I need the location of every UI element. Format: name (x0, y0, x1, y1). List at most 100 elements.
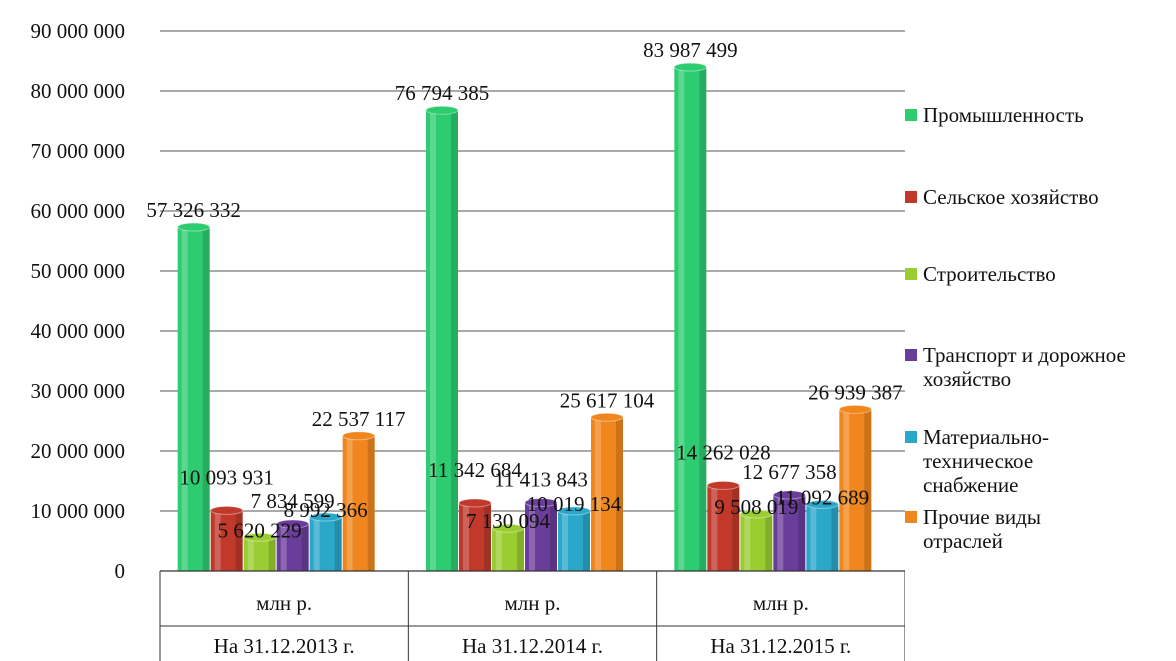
bar-top (243, 532, 277, 542)
bar-body (210, 510, 243, 571)
legend-item: Прочие виды отраслей (905, 505, 1073, 553)
y-tick-label: 0 (115, 559, 126, 583)
bar-highlight (562, 510, 568, 571)
bar (276, 519, 310, 571)
bar-shade (268, 537, 276, 571)
legend-item: Материально-техническое снабжение (905, 425, 1093, 497)
x-tick-unit-label: млн р. (753, 591, 809, 615)
data-label: 11 092 689 (775, 485, 869, 509)
data-label: 9 508 019 (714, 495, 798, 519)
legend-item: Строительство (905, 262, 1056, 286)
legend: Промышленность Сельское хозяйство Строител… (905, 0, 1175, 661)
bar-top (557, 506, 591, 516)
y-tick-label: 60 000 000 (31, 199, 126, 223)
x-tick-unit-label: млн р. (256, 591, 312, 615)
bar-body (243, 537, 276, 571)
legend-swatch (905, 191, 917, 203)
gridlines (160, 30, 905, 572)
bar-highlight (843, 409, 850, 571)
bar-body (806, 504, 839, 571)
data-label: 14 262 028 (676, 440, 771, 464)
bar-highlight (181, 227, 188, 572)
bars (177, 62, 872, 572)
bar-highlight (313, 517, 320, 571)
y-tick-label: 70 000 000 (31, 139, 126, 163)
data-label: 25 617 104 (560, 388, 655, 412)
y-tick-label: 10 000 000 (31, 499, 126, 523)
bar (210, 505, 244, 571)
data-label: 8 992 366 (284, 498, 368, 522)
bar-shade (367, 435, 375, 571)
bar-highlight (496, 528, 502, 571)
data-label: 12 677 358 (742, 460, 837, 484)
legend-swatch (905, 268, 917, 280)
bar-top (772, 490, 806, 500)
data-labels: 57 326 332 10 093 931 5 620 229 7 834 5998 … (146, 38, 902, 542)
bar-top (805, 499, 839, 509)
bar-body (558, 510, 590, 571)
x-tick-unit-label: млн р. (504, 591, 560, 615)
bar-body (309, 517, 342, 571)
bar-body (707, 485, 740, 571)
bar (491, 523, 525, 571)
bar (838, 404, 872, 571)
bar (739, 509, 773, 571)
bar-body (740, 513, 773, 571)
bar-top (342, 431, 376, 441)
x-tick-date-label: На 31.12.2013 г. (214, 634, 355, 658)
bar-top (590, 412, 624, 422)
bar (177, 222, 211, 572)
legend-label: Сельское хозяйство (923, 185, 1099, 209)
bar-body (525, 502, 557, 571)
bar (458, 498, 492, 571)
bar (342, 431, 376, 571)
bar-shade (583, 510, 590, 571)
bar-shade (699, 67, 707, 571)
bar-highlight (463, 502, 469, 571)
bar-shade (550, 502, 557, 571)
bar-body (839, 409, 872, 571)
bar-shade (765, 513, 773, 571)
data-label: 76 794 385 (395, 81, 490, 105)
legend-label: Строительство (923, 262, 1056, 286)
bar-body (426, 110, 458, 571)
bar-top (210, 505, 244, 515)
legend-swatch (905, 349, 917, 361)
bar-top (491, 523, 525, 533)
legend-label: Материально-техническое снабжение (923, 425, 1049, 497)
x-axis-table: млн р. На 31.12.2013 г. млн р. На 31.12.201… (159, 570, 905, 661)
bar-top (309, 512, 343, 522)
data-label: 26 939 387 (808, 380, 903, 404)
bar-shade (732, 485, 740, 571)
data-label: 10 093 931 (179, 465, 274, 489)
data-label: 83 987 499 (643, 38, 738, 62)
legend-swatch (905, 431, 917, 443)
data-label: 7 834 599 (251, 489, 335, 513)
bar-top (177, 222, 211, 232)
bar-highlight (346, 435, 353, 571)
y-tick-label: 50 000 000 (31, 259, 126, 283)
bar-highlight (430, 110, 436, 571)
bar-body (773, 494, 806, 571)
bar-highlight (280, 523, 287, 571)
bar (425, 105, 459, 571)
data-label: 11 413 843 (494, 468, 588, 492)
data-label: 10 019 134 (527, 492, 622, 516)
bar-shade (301, 523, 309, 571)
bar-top (276, 519, 310, 529)
legend-label: Транспорт и дорожное хозяйство (923, 343, 1126, 391)
y-tick-label: 30 000 000 (31, 379, 126, 403)
legend-item: Транспорт и дорожное хозяйство (905, 343, 1163, 391)
bar (590, 412, 624, 571)
bar-highlight (529, 502, 535, 571)
bar-shade (451, 110, 458, 571)
bar-highlight (247, 537, 254, 571)
bar-body (177, 227, 210, 572)
x-tick-date-label: На 31.12.2014 г. (462, 634, 603, 658)
bar-shade (831, 504, 839, 571)
bar (309, 512, 343, 571)
bar-top (425, 105, 459, 115)
bar (557, 506, 591, 571)
bar-top (706, 480, 740, 490)
bar-shade (484, 502, 491, 571)
